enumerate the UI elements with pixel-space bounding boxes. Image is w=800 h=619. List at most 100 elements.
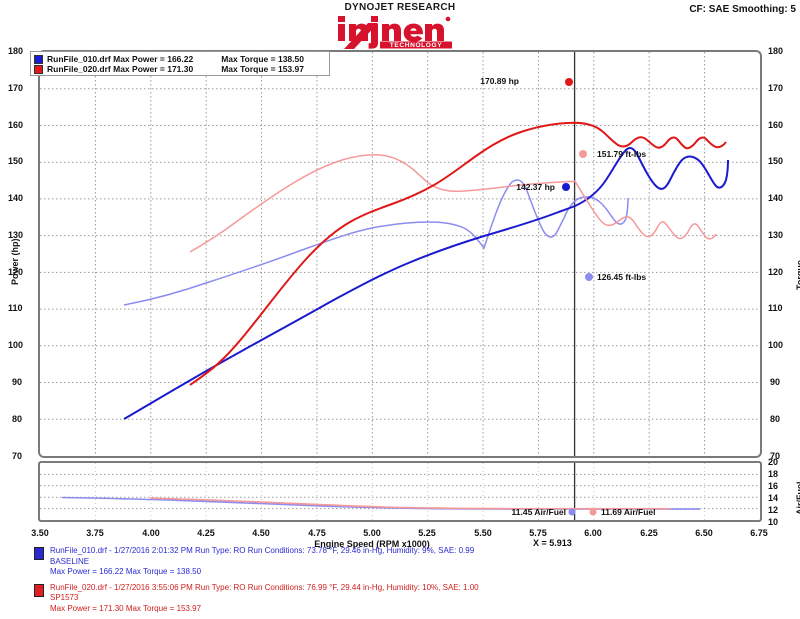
legend-run-a-power: RunFile_010.drf Max Power = 166.22	[47, 54, 194, 64]
callout-dot-run-a-power[interactable]	[562, 183, 570, 191]
x-tick: 3.50	[31, 528, 49, 538]
y-af-tick: 14	[768, 493, 779, 503]
y-right-tick: 80	[770, 414, 781, 424]
run-a-lines: RunFile_010.drf - 1/27/2016 2:01:32 PM R…	[50, 546, 474, 578]
x-tick: 3.75	[86, 528, 104, 538]
cursor-x-readout: X = 5.913	[533, 538, 572, 548]
injen-logo: TECHNOLOGY	[334, 13, 470, 49]
series-run-b-af	[149, 497, 670, 510]
y-left-tick: 140	[8, 193, 24, 203]
y-right-tick: 170	[768, 83, 784, 93]
run-b-line2: SP1573	[50, 593, 79, 602]
y-left-tick: 110	[8, 303, 23, 313]
y-left-tick: 90	[12, 377, 23, 387]
y-af-tick: 12	[768, 505, 779, 515]
af-h-gridlines	[40, 473, 760, 510]
x-tick: 6.25	[640, 528, 658, 538]
y-left-tick: 180	[8, 46, 24, 56]
x-tick: 5.25	[418, 528, 436, 538]
logo-subtext: TECHNOLOGY	[390, 42, 443, 49]
callout-dot-run-a-torque[interactable]	[585, 273, 593, 281]
power-torque-svg	[40, 52, 760, 456]
legend-row-run-a: RunFile_010.drf Max Power = 166.22 Max T…	[34, 54, 326, 64]
x-tick: 4.00	[142, 528, 160, 538]
y-right-tick: 150	[768, 156, 784, 166]
y-right-tick: 110	[768, 303, 783, 313]
x-tick: 6.00	[584, 528, 602, 538]
y-af-tick: 20	[768, 457, 779, 467]
run-swatch-a	[34, 547, 44, 560]
legend-swatch-run-a	[34, 54, 43, 64]
dynojet-research-title: DYNOJET RESEARCH	[344, 2, 456, 13]
series-run-a-torque	[123, 179, 629, 306]
af-v-gridlines	[94, 463, 706, 520]
x-tick: 4.75	[308, 528, 326, 538]
run-b-line1: RunFile_020.drf - 1/27/2016 3:55:06 PM R…	[50, 582, 479, 592]
run-b-lines: RunFile_020.drf - 1/27/2016 3:55:06 PM R…	[50, 583, 479, 615]
run-a-line1: RunFile_010.drf - 1/27/2016 2:01:32 PM R…	[50, 546, 475, 555]
callout-dot-run-b-torque[interactable]	[579, 150, 587, 158]
y-af-axis-label: Air/Fuel	[795, 481, 800, 515]
y-af-tick: 10	[768, 517, 779, 527]
legend-run-a-torque: Max Torque = 138.50	[221, 54, 304, 64]
callout-run-a-af: 11.45 Air/Fuel	[511, 507, 567, 517]
run-a-line2: BASELINE	[50, 556, 90, 566]
y-right-tick: 120	[768, 267, 784, 277]
x-tick: 4.25	[197, 528, 215, 538]
y-right-tick: 90	[770, 377, 781, 387]
injen-logo-svg: TECHNOLOGY	[338, 16, 452, 49]
y-right-tick: 160	[768, 120, 784, 130]
legend-row-run-b: RunFile_020.drf Max Power = 171.30 Max T…	[34, 64, 326, 74]
callout-dot-run-b-power[interactable]	[565, 78, 573, 86]
legend-run-b-torque: Max Torque = 153.97	[221, 64, 304, 74]
y-left-tick: 80	[12, 414, 23, 424]
series-run-b-power	[189, 121, 727, 386]
run-b-line3: Max Power = 171.30 Max Torque = 153.97	[50, 603, 202, 613]
y-left-tick: 130	[8, 230, 24, 240]
run-a-line3: Max Power = 166.22 Max Torque = 138.50	[50, 567, 202, 576]
x-tick: 6.50	[695, 528, 713, 538]
callout-dot-run-a-af[interactable]	[568, 508, 576, 516]
chart-legend-box: RunFile_010.drf Max Power = 166.22 Max T…	[30, 51, 330, 76]
x-tick: 4.50	[252, 528, 270, 538]
y-right-axis-label: Torque (ft-lbs)	[795, 260, 800, 290]
run-info-panel: RunFile_010.drf - 1/27/2016 2:01:32 PM R…	[30, 546, 790, 619]
x-axis-label: Engine Speed (RPM x1000)	[314, 539, 430, 549]
x-tick: 5.00	[363, 528, 381, 538]
callout-run-b-torque: 151.79 ft-lbs	[597, 149, 647, 159]
y-left-axis-label: Power (hp)	[10, 238, 20, 286]
y-right-tick: 70	[770, 451, 781, 461]
run-info-row-a: RunFile_010.drf - 1/27/2016 2:01:32 PM R…	[30, 546, 790, 578]
run-swatch-b	[34, 583, 44, 597]
v-gridlines	[94, 52, 706, 456]
y-left-tick: 160	[8, 120, 24, 130]
y-right-tick: 140	[768, 193, 784, 203]
y-af-tick: 16	[768, 481, 779, 491]
y-left-tick: 120	[8, 267, 24, 277]
correction-factor-label: CF: SAE Smoothing: 5	[689, 4, 796, 15]
h-gridlines	[40, 88, 760, 420]
series-run-b-torque	[189, 154, 717, 253]
legend-run-b-power: RunFile_020.drf Max Power = 171.30	[47, 64, 194, 74]
y-right-tick: 100	[768, 340, 784, 350]
callout-run-b-af: 11.69 Air/Fuel	[601, 507, 656, 517]
run-info-row-b: RunFile_020.drf - 1/27/2016 3:55:06 PM R…	[30, 583, 790, 615]
legend-swatch-run-b	[34, 64, 43, 74]
y-left-tick: 70	[12, 451, 23, 461]
y-right-tick: 130	[768, 230, 784, 240]
y-right-tick: 180	[768, 46, 784, 56]
callout-dot-run-b-af[interactable]	[589, 508, 597, 516]
series-run-a-power	[123, 147, 729, 420]
air-fuel-svg	[40, 463, 760, 520]
x-tick: 5.75	[529, 528, 547, 538]
power-torque-plot[interactable]	[38, 50, 762, 458]
callout-run-a-power: 142.37 hp	[516, 182, 555, 192]
y-left-tick: 150	[8, 156, 24, 166]
air-fuel-plot[interactable]	[38, 461, 762, 522]
y-af-tick: 18	[768, 469, 779, 479]
y-left-tick: 170	[8, 83, 24, 93]
x-tick: 6.75	[750, 528, 768, 538]
callout-run-a-torque: 126.45 ft-lbs	[597, 272, 647, 282]
callout-run-b-power: 170.89 hp	[480, 76, 519, 86]
